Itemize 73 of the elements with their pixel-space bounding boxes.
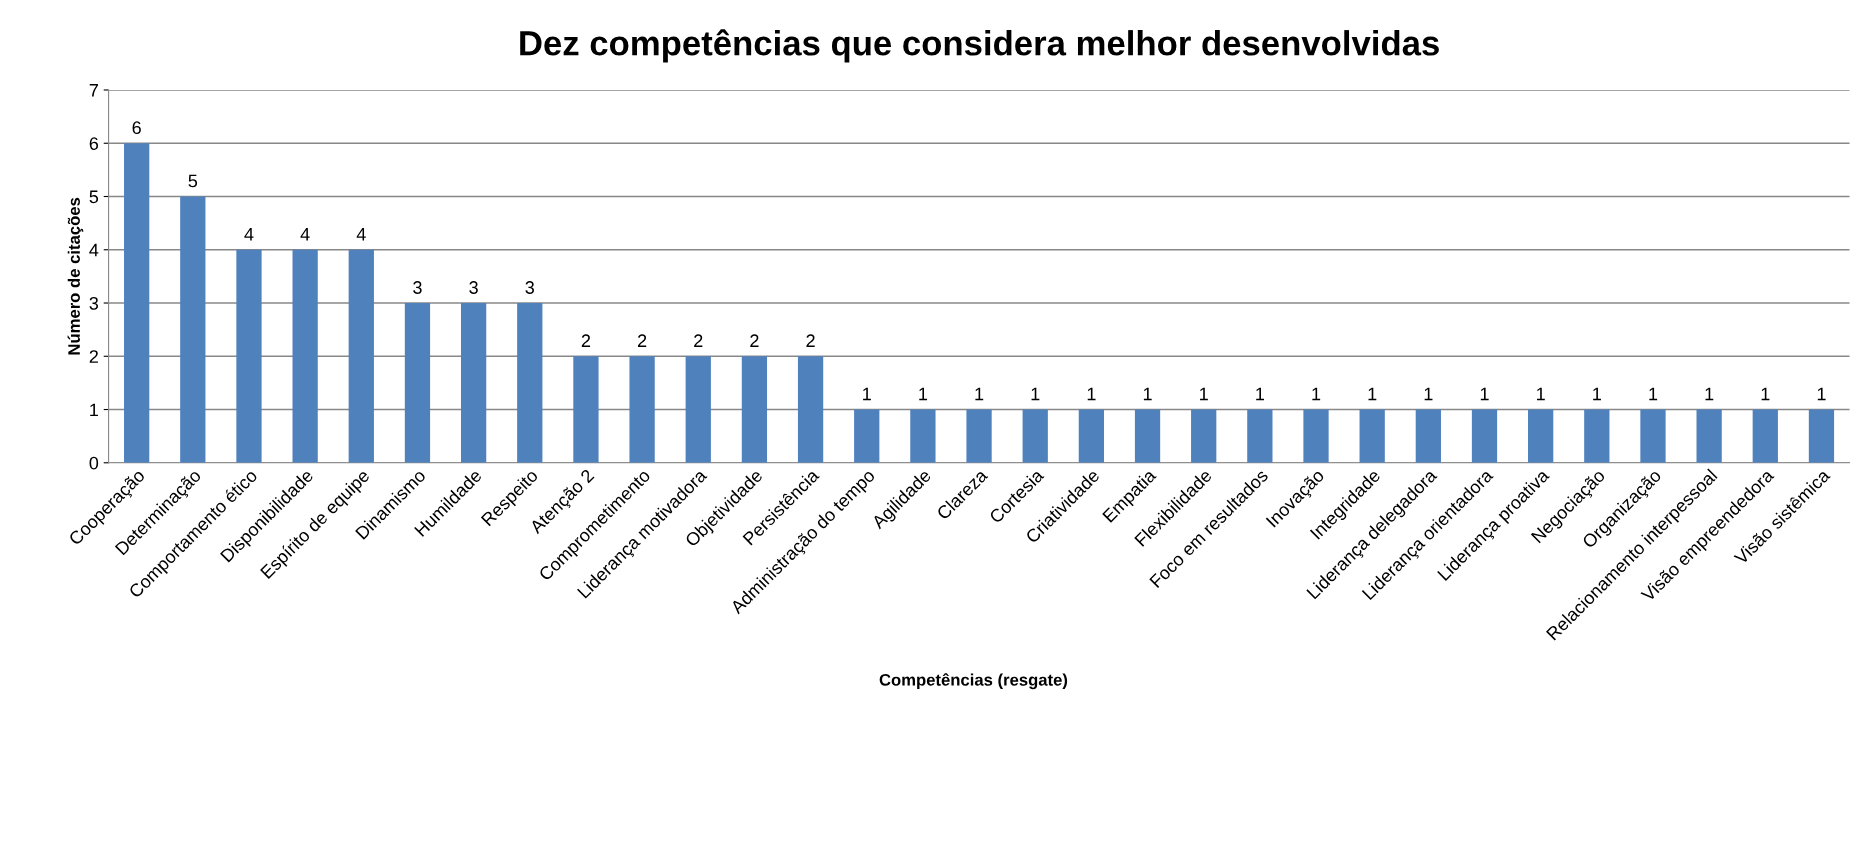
x-axis-title: Competências (resgate)	[879, 673, 1068, 690]
data-label: 2	[637, 334, 647, 347]
bar	[1640, 409, 1666, 463]
data-label: 1	[1200, 387, 1208, 401]
bar	[517, 303, 543, 463]
bar	[236, 249, 262, 463]
data-label: 1	[919, 387, 928, 401]
bar	[966, 409, 992, 463]
data-label: 2	[581, 334, 591, 347]
bar	[1584, 409, 1610, 463]
bar	[685, 356, 711, 463]
bar	[1528, 409, 1554, 463]
data-label: 1	[1087, 387, 1096, 401]
data-label: 6	[132, 121, 141, 135]
bar	[1078, 409, 1105, 463]
data-label: 2	[750, 334, 759, 347]
data-label: 1	[1368, 387, 1377, 401]
bar	[124, 143, 150, 463]
bar	[1471, 409, 1498, 463]
data-label: 1	[863, 387, 871, 401]
y-tick-label: 3	[89, 296, 99, 310]
data-label: 2	[694, 334, 703, 347]
data-label: 1	[1031, 387, 1040, 401]
bar	[1415, 409, 1441, 463]
bar	[1022, 409, 1048, 463]
data-label: 1	[975, 387, 984, 401]
bar	[854, 409, 880, 463]
y-tick-label: 1	[90, 403, 98, 417]
data-label: 4	[300, 228, 310, 241]
bar	[1359, 409, 1385, 463]
bar	[404, 303, 431, 463]
data-label: 1	[1817, 387, 1826, 401]
bar	[573, 356, 599, 463]
chart-title: Dez competências que considera melhor desenvolvidas	[520, 29, 1439, 63]
bar	[741, 356, 768, 463]
bar	[1752, 409, 1778, 463]
bar	[1303, 409, 1329, 463]
data-label: 5	[188, 174, 198, 188]
data-label: 3	[469, 281, 478, 294]
y-tick-label: 5	[89, 190, 99, 204]
data-label: 1	[1312, 387, 1321, 401]
bar	[910, 409, 936, 463]
bar	[1134, 409, 1161, 463]
data-label: 1	[1143, 387, 1152, 401]
data-label: 1	[1424, 387, 1433, 401]
data-label: 3	[413, 281, 422, 294]
y-tick-label: 6	[89, 137, 99, 150]
bar	[1191, 409, 1217, 463]
bar	[1247, 409, 1273, 463]
data-label: 2	[806, 334, 815, 347]
bar	[1808, 409, 1835, 463]
bar	[460, 303, 487, 463]
bar	[1696, 409, 1722, 463]
data-label: 4	[244, 228, 254, 241]
data-label: 1	[1480, 387, 1489, 401]
bar	[292, 249, 318, 463]
y-tick-label: 4	[89, 243, 99, 257]
y-tick-label: 2	[89, 350, 98, 363]
data-label: 1	[1537, 387, 1545, 401]
data-label: 1	[1761, 387, 1770, 401]
y-axis-title: Número de citações	[67, 197, 84, 355]
data-label: 1	[1593, 387, 1601, 401]
y-tick-label: 7	[89, 84, 98, 97]
data-label: 4	[356, 228, 366, 241]
bar	[797, 356, 824, 463]
bar	[629, 356, 655, 463]
bar	[348, 249, 374, 463]
data-label: 1	[1649, 387, 1658, 401]
bar	[180, 196, 206, 463]
data-label: 1	[1256, 387, 1264, 401]
data-label: 3	[525, 281, 534, 294]
y-tick-label: 0	[89, 456, 99, 470]
data-label: 1	[1705, 387, 1714, 401]
